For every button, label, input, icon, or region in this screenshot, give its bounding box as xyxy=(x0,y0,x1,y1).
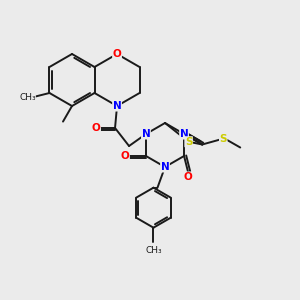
Text: N: N xyxy=(142,129,150,139)
Text: S: S xyxy=(220,134,227,145)
Text: S: S xyxy=(185,137,192,147)
Text: N: N xyxy=(160,162,169,172)
Text: O: O xyxy=(121,151,129,161)
Text: N: N xyxy=(180,129,188,139)
Text: CH₃: CH₃ xyxy=(19,92,36,101)
Text: O: O xyxy=(92,123,100,133)
Text: O: O xyxy=(184,172,192,182)
Text: O: O xyxy=(113,49,122,59)
Text: N: N xyxy=(113,101,122,111)
Text: CH₃: CH₃ xyxy=(145,246,162,255)
